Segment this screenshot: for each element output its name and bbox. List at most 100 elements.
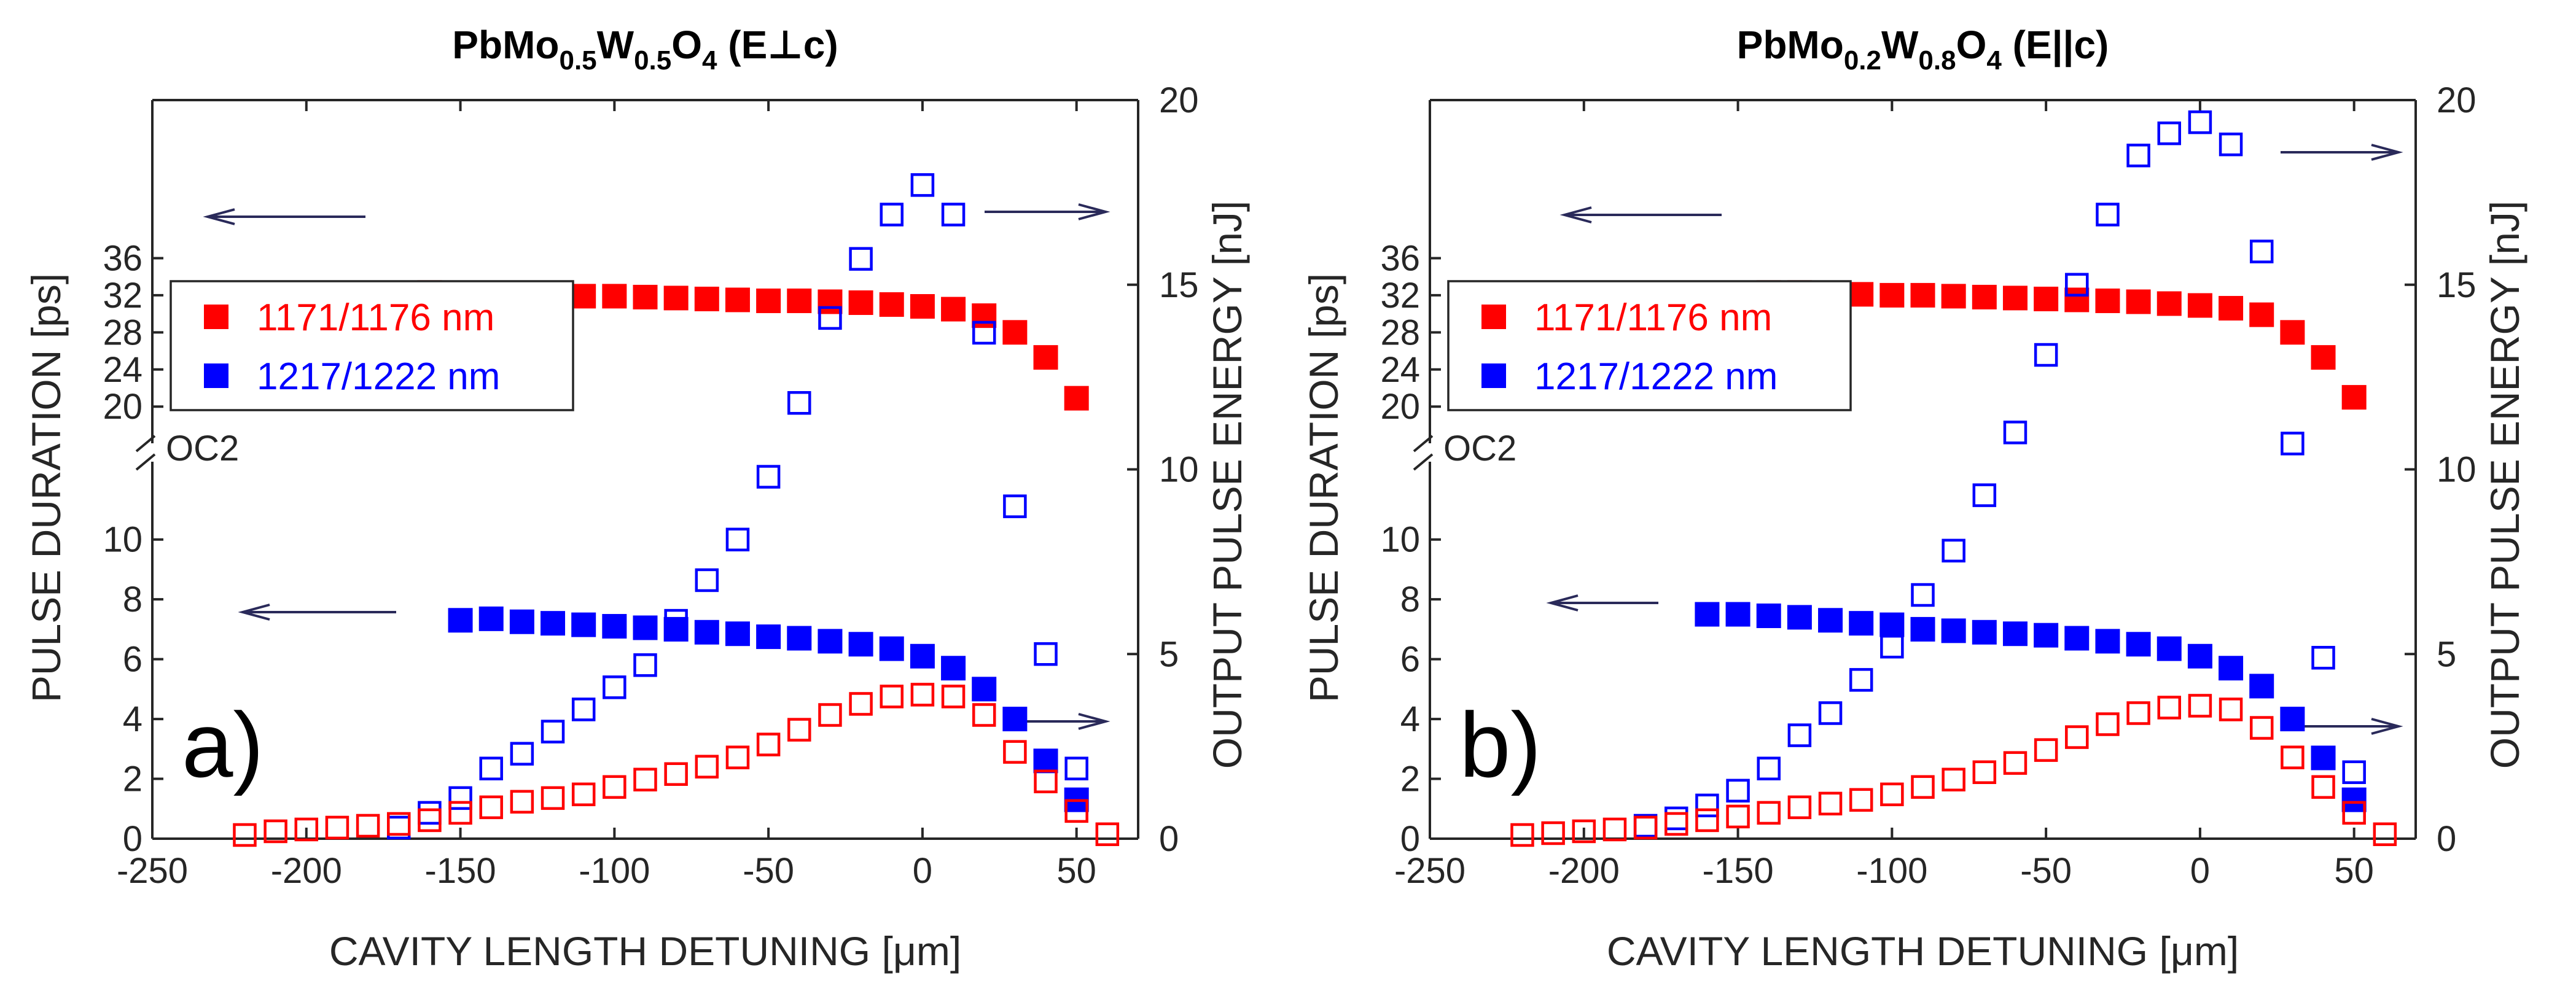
data-point: [880, 685, 904, 709]
legend-marker: [204, 363, 228, 388]
y-tick-label-right: 20: [2437, 80, 2476, 120]
data-point: [1064, 756, 1088, 780]
data-point: [2219, 697, 2243, 721]
title-subscript: 4: [702, 45, 717, 76]
data-point: [2126, 289, 2151, 314]
data-point: [1756, 603, 1781, 628]
title-part: O: [671, 23, 702, 67]
data-point: [2311, 745, 2336, 771]
data-point: [2188, 110, 2212, 134]
title-subscript: 0.5: [559, 45, 596, 76]
legend-label: 1171/1176 nm: [257, 297, 494, 339]
data-point: [1602, 817, 1627, 842]
data-point: [2065, 273, 2089, 297]
data-point: [2281, 432, 2305, 456]
data-point: [880, 203, 904, 227]
data-point: [695, 755, 719, 779]
data-point: [787, 288, 812, 313]
title-part: (E⊥c): [717, 23, 838, 67]
break-label: OC2: [1443, 429, 1516, 468]
axis-arrow-head: [2371, 718, 2403, 735]
data-point: [263, 819, 287, 844]
data-point: [541, 720, 565, 744]
data-point: [2157, 121, 2181, 146]
data-point: [2065, 725, 2089, 749]
data-point: [571, 612, 596, 637]
data-point: [2311, 775, 2335, 799]
chart-title: PbMo0.5W0.5O4 (E⊥c): [452, 23, 838, 76]
data-point: [725, 621, 750, 647]
data-point: [1879, 282, 1905, 308]
data-point: [1726, 804, 1750, 829]
data-point: [941, 297, 966, 322]
data-point: [633, 653, 657, 677]
data-point: [1942, 767, 1965, 792]
data-point: [2249, 716, 2274, 740]
data-point: [2095, 288, 2120, 313]
data-point: [541, 786, 565, 810]
data-point: [1695, 793, 1719, 818]
data-point: [2311, 345, 2336, 370]
y-tick-label-right: 0: [2437, 819, 2456, 859]
x-tick-label: -200: [1548, 851, 1620, 891]
data-point: [787, 626, 812, 651]
x-tick-label: -150: [1703, 851, 1774, 891]
y-tick-label-left: 6: [1400, 640, 1420, 680]
data-point: [2280, 320, 2305, 345]
y-tick-label-right: 15: [1159, 265, 1199, 305]
y-axis-label-right: OUTPUT PULSE ENERGY [nJ]: [1204, 201, 1250, 769]
data-point: [1818, 608, 1843, 633]
data-point: [818, 289, 843, 314]
legend-box: [170, 280, 574, 411]
y-tick-label-left: 2: [1400, 759, 1420, 799]
data-point: [510, 742, 534, 766]
data-point: [663, 285, 689, 311]
data-point: [2003, 751, 2028, 775]
data-point: [1880, 634, 1904, 659]
y-tick-label-left: 24: [103, 350, 142, 390]
data-point: [1910, 616, 1935, 642]
data-point: [2342, 801, 2366, 825]
data-point: [910, 643, 935, 669]
data-point: [387, 812, 411, 836]
data-point: [725, 527, 750, 552]
title-part: (E||c): [2002, 23, 2109, 68]
y-tick-label-left: 8: [1400, 580, 1420, 619]
y-tick-label-left: 28: [1380, 313, 1420, 352]
data-point: [849, 247, 873, 271]
data-point: [941, 685, 966, 709]
data-point: [818, 703, 842, 727]
data-point: [2219, 656, 2244, 681]
data-point: [1003, 494, 1027, 518]
data-point: [972, 320, 996, 345]
legend-label: 1171/1176 nm: [1534, 297, 1772, 339]
data-point: [1972, 760, 1997, 784]
title-part: W: [1881, 23, 1919, 67]
break-label: OC2: [166, 429, 239, 468]
data-point: [1064, 799, 1088, 823]
y-tick-label-left: 20: [1380, 387, 1420, 427]
y-tick-label-left: 6: [123, 640, 142, 680]
y-tick-label-left: 0: [1400, 819, 1420, 859]
y-tick-label-left: 36: [103, 238, 142, 278]
data-point: [695, 568, 719, 592]
data-point: [603, 775, 626, 799]
data-point: [2281, 745, 2305, 769]
x-axis-label: CAVITY LENGTH DETUNING [μm]: [329, 928, 961, 974]
data-point: [2034, 286, 2059, 311]
data-point: [1818, 791, 1843, 816]
data-point: [818, 629, 843, 654]
axis-arrow-head: [1559, 206, 1592, 223]
data-point: [1541, 821, 1565, 845]
axis-arrow-head: [1546, 594, 1579, 612]
data-point: [1879, 612, 1905, 637]
axis-arrow-head: [238, 604, 270, 621]
data-point: [972, 677, 997, 702]
title-part: W: [597, 23, 634, 67]
data-point: [787, 718, 811, 742]
data-point: [633, 767, 657, 792]
data-point: [756, 288, 781, 313]
x-tick-label: -100: [579, 851, 650, 891]
data-point: [2002, 285, 2028, 311]
x-tick-label: -150: [425, 851, 496, 891]
